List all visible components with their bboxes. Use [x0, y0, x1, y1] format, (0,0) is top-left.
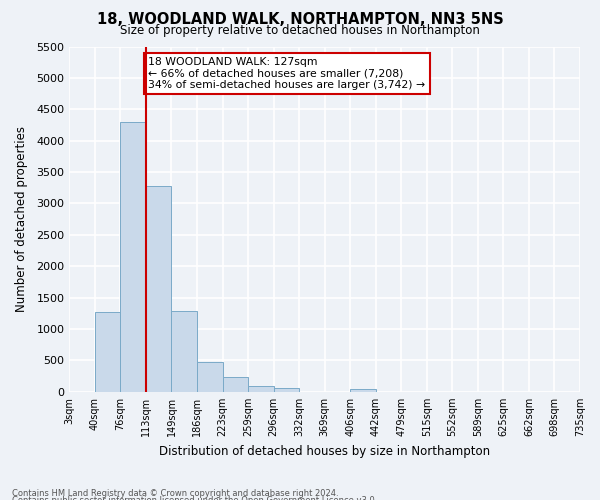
Bar — [350, 388, 376, 392]
Text: Contains public sector information licensed under the Open Government Licence v3: Contains public sector information licen… — [12, 496, 377, 500]
Y-axis label: Number of detached properties: Number of detached properties — [15, 126, 28, 312]
Bar — [223, 377, 248, 392]
Bar — [248, 386, 274, 392]
Bar — [274, 388, 299, 392]
Text: 18, WOODLAND WALK, NORTHAMPTON, NN3 5NS: 18, WOODLAND WALK, NORTHAMPTON, NN3 5NS — [97, 12, 503, 28]
Text: Size of property relative to detached houses in Northampton: Size of property relative to detached ho… — [120, 24, 480, 37]
Bar — [121, 122, 146, 392]
Bar — [146, 186, 172, 392]
X-axis label: Distribution of detached houses by size in Northampton: Distribution of detached houses by size … — [159, 444, 490, 458]
Text: 18 WOODLAND WALK: 127sqm
← 66% of detached houses are smaller (7,208)
34% of sem: 18 WOODLAND WALK: 127sqm ← 66% of detach… — [148, 57, 425, 90]
Text: Contains HM Land Registry data © Crown copyright and database right 2024.: Contains HM Land Registry data © Crown c… — [12, 488, 338, 498]
Bar — [172, 312, 197, 392]
Bar — [197, 362, 223, 392]
Bar — [95, 312, 121, 392]
